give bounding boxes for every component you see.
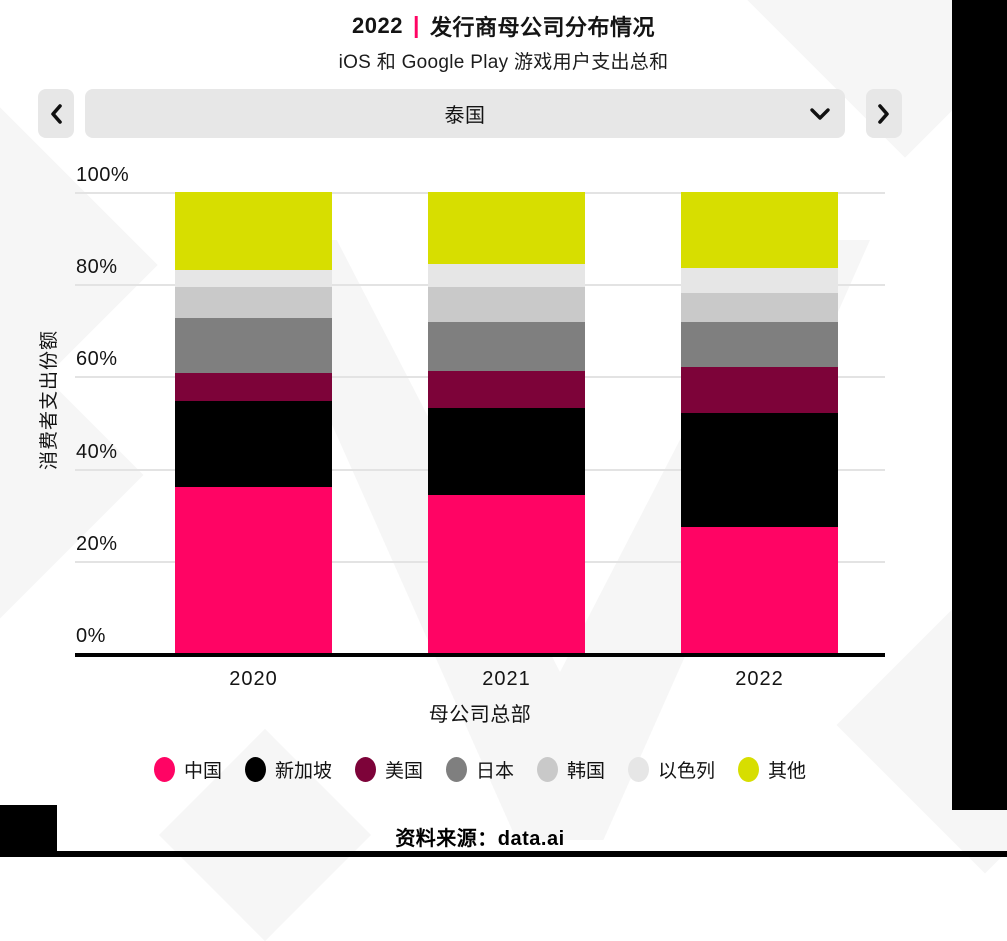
bar-segment-日本[interactable] (428, 322, 585, 371)
x-tick-label: 2021 (482, 668, 531, 690)
legend-dot-icon (738, 757, 760, 782)
bar-segment-新加坡[interactable] (681, 413, 838, 527)
legend-item-新加坡[interactable]: 新加坡 (244, 756, 332, 783)
legend-item-韩国[interactable]: 韩国 (537, 756, 605, 783)
bar-segment-新加坡[interactable] (175, 401, 332, 487)
chevron-down-icon (809, 107, 831, 121)
legend-dot-icon (153, 757, 175, 782)
legend-label: 中国 (183, 761, 222, 782)
chart-subtitle: iOS 和 Google Play 游戏用户支出总和 (338, 52, 669, 73)
bar-segment-中国[interactable] (175, 487, 332, 653)
legend-label: 韩国 (567, 761, 606, 782)
legend-item-日本[interactable]: 日本 (445, 756, 514, 783)
legend-item-以色列[interactable]: 以色列 (628, 756, 715, 783)
x-tick-label: 2022 (735, 668, 784, 690)
next-country-button[interactable] (866, 89, 902, 138)
y-tick-label: 40% (76, 440, 118, 463)
legend-label: 其他 (768, 761, 807, 782)
country-dropdown-value: 泰国 (444, 105, 486, 127)
bar-segment-其他[interactable] (428, 192, 585, 264)
legend-item-中国[interactable]: 中国 (153, 756, 222, 783)
bar-segment-中国[interactable] (681, 527, 838, 653)
bar-segment-以色列[interactable] (428, 264, 585, 287)
country-dropdown[interactable]: 泰国 (85, 89, 845, 138)
legend-dot-icon (445, 757, 467, 782)
plot-area: 100% 80% 60% 40% 20% 0% 2020 2021 2022 (75, 164, 885, 690)
bar-segment-以色列[interactable] (175, 270, 332, 287)
bar-segment-日本[interactable] (175, 318, 332, 373)
title-year: 2022 (352, 13, 403, 38)
y-tick-label: 20% (76, 532, 118, 555)
chevron-right-icon (877, 103, 891, 125)
y-tick-label: 0% (76, 625, 106, 647)
bar-segment-韩国[interactable] (175, 287, 332, 318)
title-divider: | (413, 11, 420, 38)
chart-title: 2022 | 发行商母公司分布情况 (0, 10, 1007, 42)
legend-label: 日本 (475, 761, 514, 782)
chart-header: 2022 | 发行商母公司分布情况 iOS 和 Google Play 游戏用户… (0, 10, 1007, 74)
x-tick-label: 2020 (229, 668, 278, 690)
bar-segment-中国[interactable] (428, 495, 585, 653)
bottom-left-block (0, 805, 57, 852)
title-text: 发行商母公司分布情况 (429, 15, 655, 40)
prev-country-button[interactable] (38, 89, 74, 138)
legend: 中国 新加坡 美国 日本 韩国 以色列 其他 (75, 756, 885, 783)
bar-segment-其他[interactable] (681, 192, 838, 268)
y-tick-label: 80% (76, 256, 118, 279)
legend-dot-icon (354, 757, 376, 782)
legend-label: 新加坡 (274, 761, 332, 782)
legend-dot-icon (628, 757, 650, 782)
legend-item-美国[interactable]: 美国 (354, 756, 423, 783)
right-edge-panel (952, 0, 1007, 810)
bar-segment-韩国[interactable] (681, 293, 838, 322)
chevron-left-icon (49, 103, 63, 125)
bar-segment-韩国[interactable] (428, 287, 585, 322)
x-axis-title: 母公司总部 (428, 704, 532, 726)
bar-segment-美国[interactable] (428, 371, 585, 408)
bottom-edge-bar (0, 851, 1007, 857)
bar-segment-其他[interactable] (175, 192, 332, 270)
y-axis-title: 消费者支出份额 (39, 330, 60, 471)
y-tick-label: 60% (76, 348, 118, 371)
legend-dot-icon (537, 757, 558, 782)
legend-dot-icon (244, 757, 266, 782)
y-tick-label: 100% (76, 164, 130, 186)
bar-segment-日本[interactable] (681, 322, 838, 367)
bar-segment-美国[interactable] (175, 373, 332, 401)
bar-segment-以色列[interactable] (681, 268, 838, 293)
source-note: 资料来源：data.ai (395, 828, 565, 850)
bar-segment-新加坡[interactable] (428, 408, 585, 495)
bar-segment-美国[interactable] (681, 367, 838, 413)
legend-label: 美国 (384, 761, 423, 782)
legend-label: 以色列 (658, 761, 716, 782)
legend-item-其他[interactable]: 其他 (738, 756, 806, 783)
